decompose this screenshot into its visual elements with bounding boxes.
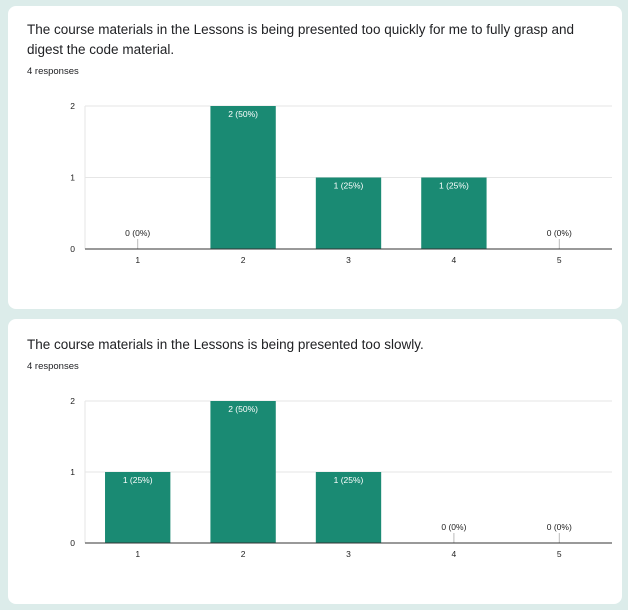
bar-value-label: 1 (25%) — [334, 181, 364, 191]
response-count: 4 responses — [27, 361, 79, 372]
question-title: The course materials in the Lessons is b… — [27, 337, 424, 352]
y-tick-label: 2 — [70, 396, 75, 406]
y-tick-label: 1 — [70, 467, 75, 477]
bar-value-label: 0 (0%) — [441, 522, 466, 532]
x-tick-label: 5 — [557, 549, 562, 559]
bar-value-label: 1 (25%) — [439, 181, 469, 191]
x-tick-label: 4 — [452, 255, 457, 265]
bar — [315, 177, 382, 249]
y-tick-label: 0 — [70, 244, 75, 254]
x-tick-label: 3 — [346, 255, 351, 265]
x-tick-label: 1 — [135, 549, 140, 559]
bar-value-label: 1 (25%) — [123, 475, 153, 485]
bar — [105, 472, 171, 543]
bar-chart: 0 1 2 1 (25%) 1 2 (50%) 2 1 (25%) 3 0 (0%) 4 0 (0%)… — [70, 396, 612, 559]
bar-value-label: 1 (25%) — [334, 475, 364, 485]
y-tick-label: 1 — [70, 173, 75, 183]
bar — [421, 177, 487, 249]
y-tick-label: 0 — [70, 538, 75, 548]
bar-value-label: 0 (0%) — [547, 522, 572, 532]
x-tick-label: 4 — [452, 549, 457, 559]
bar-value-label: 0 (0%) — [125, 228, 150, 238]
y-tick-label: 2 — [70, 101, 75, 111]
question-title: The course materials in the Lessons is b… — [27, 22, 575, 57]
bar-chart: 0 1 2 0 (0%) 1 2 (50%) 2 1 (25%) 3 1 (25%) 4 0 (0%)… — [70, 101, 612, 265]
x-tick-label: 5 — [557, 255, 562, 265]
bar-value-label: 2 (50%) — [228, 404, 258, 414]
bar-value-label: 0 (0%) — [547, 228, 572, 238]
x-tick-label: 2 — [241, 549, 246, 559]
x-tick-label: 1 — [135, 255, 140, 265]
question-card-1: The course materials in the Lessons is b… — [8, 6, 622, 309]
bar — [210, 401, 276, 543]
bar — [210, 106, 276, 249]
question-card-2: The course materials in the Lessons is b… — [8, 319, 622, 604]
bar-value-label: 2 (50%) — [228, 109, 258, 119]
bar — [315, 472, 382, 543]
x-tick-label: 2 — [241, 255, 246, 265]
x-tick-label: 3 — [346, 549, 351, 559]
response-count: 4 responses — [27, 66, 79, 77]
